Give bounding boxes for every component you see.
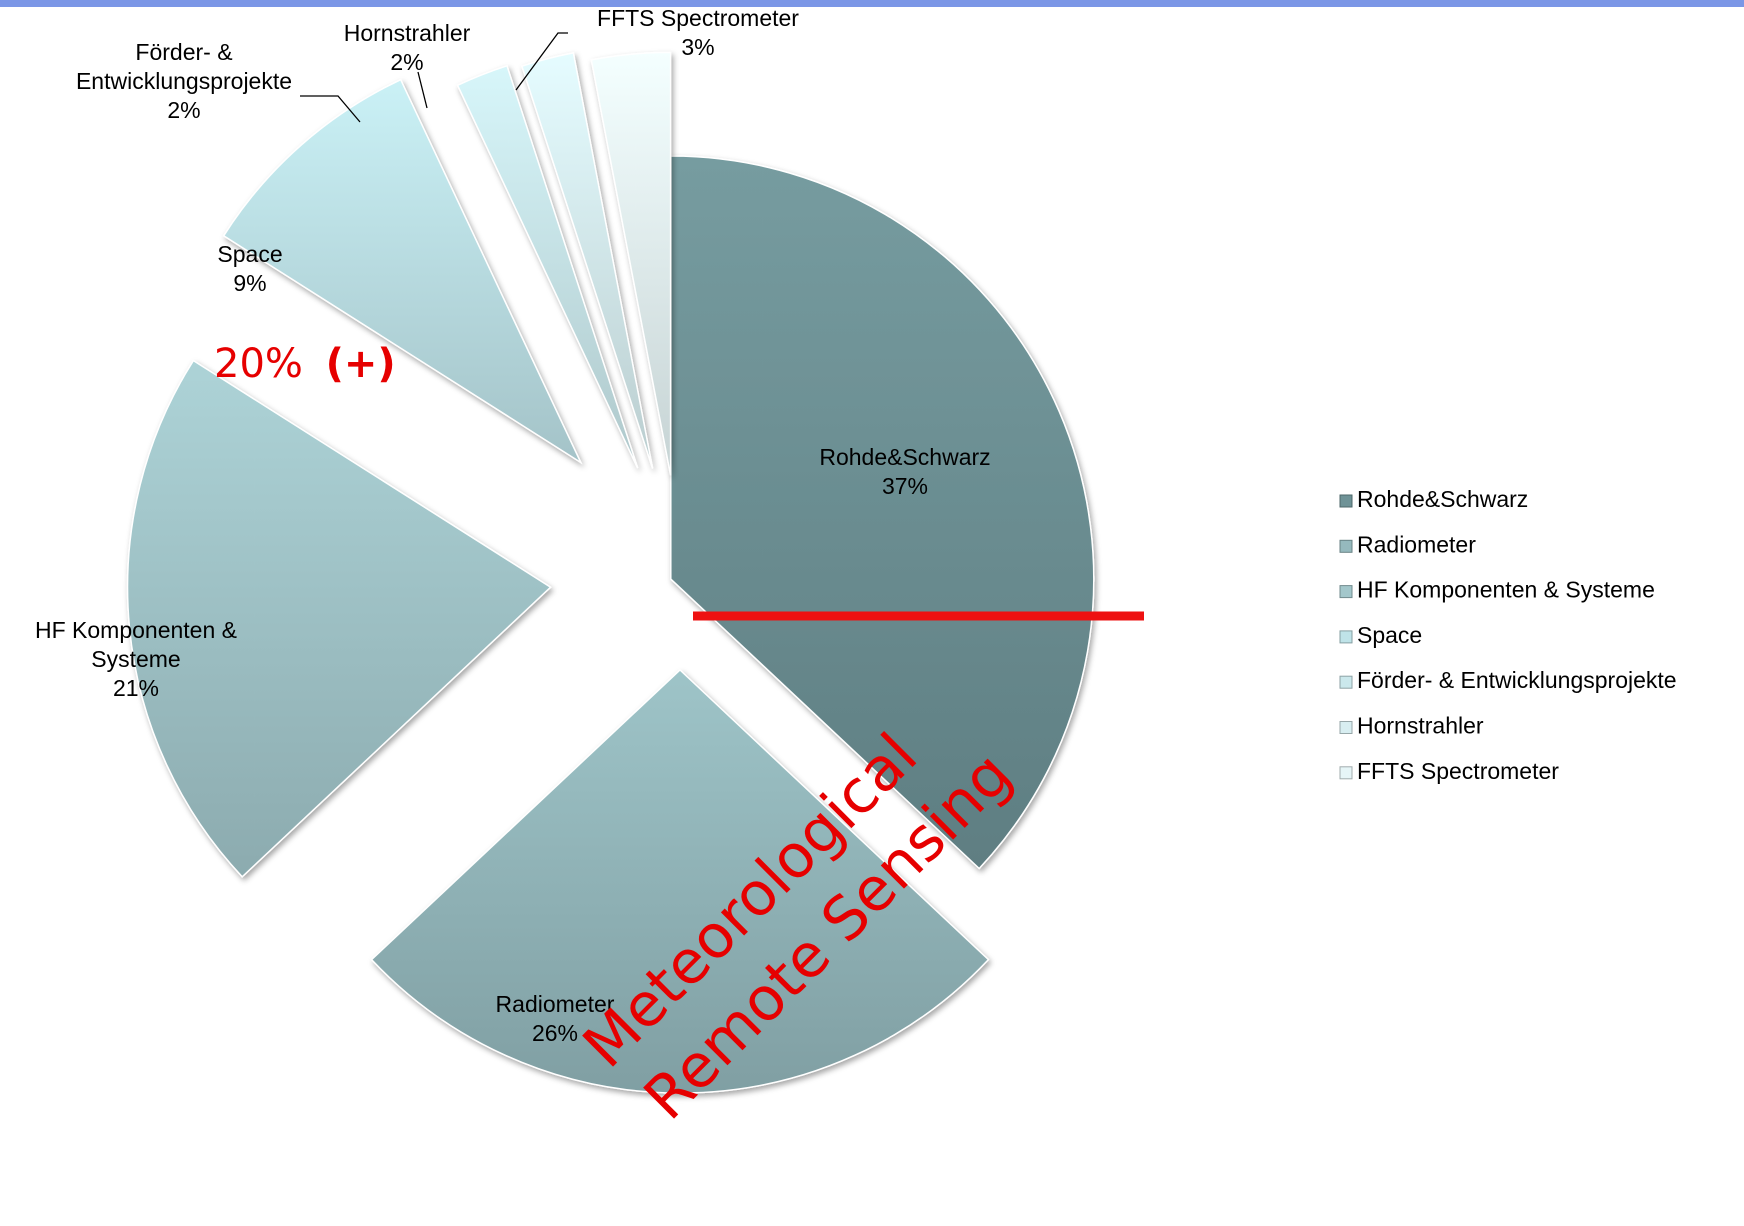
legend: Rohde&Schwarz Radiometer HF Komponenten & … <box>1339 486 1677 784</box>
slice-label-line: 2% <box>167 97 200 123</box>
legend-label-rohdeandschwarz: Rohde&Schwarz <box>1357 486 1528 512</box>
pie-slice-hornstrahler <box>520 52 654 469</box>
slice-label-line: Entwicklungsprojekte <box>76 68 292 94</box>
legend-swatch-space <box>1339 630 1353 644</box>
pie-slice-space <box>222 78 583 465</box>
legend-swatch-hornstrahler <box>1339 721 1353 734</box>
space-growth-sign: (+) <box>326 341 396 387</box>
space-growth-percent: 20% <box>214 341 303 387</box>
slice-label-hf-komponenten-and-systeme: HF Komponenten & Systeme 21% <box>35 617 237 701</box>
leader-line-ffts-spectrometer <box>515 32 568 91</box>
slice-label-line: HF Komponenten & <box>35 617 237 643</box>
legend-label-space: Space <box>1357 622 1422 648</box>
legend-label-hornstrahler: Hornstrahler <box>1357 713 1484 739</box>
slice-label-line: Radiometer <box>496 991 615 1017</box>
slice-label-ffts-spectrometer: FFTS Spectrometer 3% <box>597 5 799 60</box>
slice-label-line: 21% <box>113 675 159 701</box>
leader-line-hornstrahler <box>417 71 428 109</box>
pie-slice-hf-komponenten-and-systeme <box>126 359 552 878</box>
slice-label-hornstrahler: Hornstrahler 2% <box>344 20 471 75</box>
slice-label-line: Systeme <box>91 646 180 672</box>
slice-label-line: 2% <box>390 49 423 75</box>
leader-line-foerder-and-entwicklungsprojekte <box>300 95 361 123</box>
space-growth-annotation: 20% (+) <box>214 341 396 387</box>
pie-slice-ffts-spectrometer <box>590 51 672 476</box>
slice-label-line: Hornstrahler <box>344 20 471 46</box>
slice-labels: Rohde&Schwarz 37% Radiometer 26% HF Komponen… <box>35 5 991 1046</box>
legend-swatch-rohdeandschwarz <box>1339 494 1353 508</box>
slice-label-space: Space 9% <box>217 241 282 296</box>
slice-label-line: 37% <box>882 473 928 499</box>
pie-slice-radiometer <box>370 668 990 1094</box>
top-accent-bar <box>0 0 1744 7</box>
legend-swatch-ffts-spectrometer <box>1339 766 1353 780</box>
slice-label-line: Förder- & <box>135 39 232 65</box>
legend-label-hf-komponenten-and-systeme: HF Komponenten & Systeme <box>1357 577 1655 603</box>
legend-label-foerder-and-entwicklungsprojekte: Förder- & Entwicklungsprojekte <box>1357 667 1677 693</box>
slice-label-line: FFTS Spectrometer <box>597 5 799 31</box>
legend-swatch-hf-komponenten-and-systeme <box>1339 585 1353 599</box>
slice-label-line: Rohde&Schwarz <box>819 444 990 470</box>
pie-slice-rohdeandschwarz <box>670 155 1095 870</box>
slice-label-line: Space <box>217 241 282 267</box>
legend-label-radiometer: Radiometer <box>1357 531 1476 557</box>
pie-slice-foerder-and-entwicklungsprojekte <box>456 64 639 469</box>
leader-lines <box>300 32 568 123</box>
legend-label-ffts-spectrometer: FFTS Spectrometer <box>1357 758 1559 784</box>
slice-label-foerder-and-entwicklungsprojekte: Förder- & Entwicklungsprojekte 2% <box>76 39 292 123</box>
slice-label-radiometer: Radiometer 26% <box>496 991 615 1046</box>
slice-label-rohdeandschwarz: Rohde&Schwarz 37% <box>819 444 990 499</box>
legend-swatch-foerder-and-entwicklungsprojekte <box>1339 675 1353 689</box>
pie-slices <box>126 51 1095 1094</box>
slice-label-line: 3% <box>681 34 714 60</box>
legend-swatch-radiometer <box>1339 539 1353 553</box>
slice-label-line: 26% <box>532 1020 578 1046</box>
slice-label-line: 9% <box>233 270 266 296</box>
